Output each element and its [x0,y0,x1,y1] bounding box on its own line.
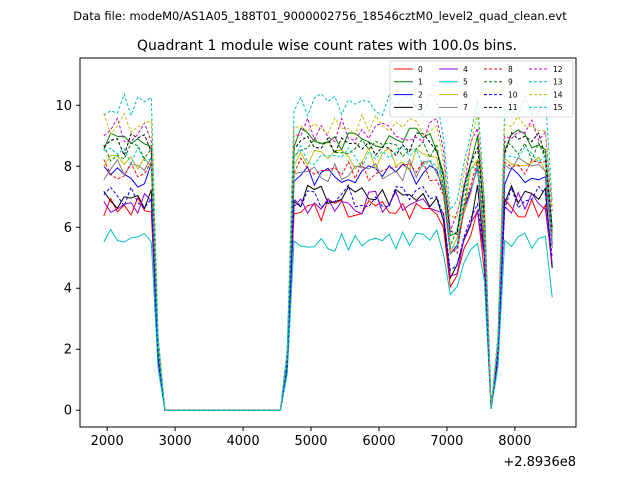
legend-label-0: 0 [418,65,423,74]
x-tick-label: 3000 [159,434,192,449]
legend-label-3: 3 [418,103,423,112]
legend-label-9: 9 [508,78,513,87]
series-line-11 [103,131,553,411]
legend-label-7: 7 [463,103,468,112]
x-tick-label: 4000 [227,434,260,449]
legend-label-6: 6 [463,90,468,99]
y-tick-label: 6 [64,221,72,236]
y-tick-label: 10 [55,99,72,114]
x-tick-label: 2000 [91,434,124,449]
legend-label-15: 15 [553,103,563,112]
legend-box [389,60,574,118]
legend-label-13: 13 [553,78,563,87]
legend-label-4: 4 [463,65,468,74]
legend-label-8: 8 [508,65,513,74]
legend-label-14: 14 [553,90,563,99]
legend-label-2: 2 [418,90,423,99]
x-axis: 2000 3000 4000 5000 6000 7000 8000 [91,427,531,449]
series-line-10 [103,184,553,411]
x-tick-label: 7000 [430,434,463,449]
series-line-15 [103,144,553,411]
series-group [103,92,553,411]
legend-label-5: 5 [463,78,468,87]
chart-title: Quadrant 1 module wise count rates with … [137,38,517,54]
y-tick-label: 0 [64,404,72,419]
y-tick-label: 4 [64,282,72,297]
x-tick-label: 5000 [294,434,327,449]
plot-frame [79,57,577,428]
x-tick-label: 8000 [498,434,531,449]
y-tick-label: 8 [64,160,72,175]
legend-label-10: 10 [508,90,518,99]
chart-suptitle: Data file: modeM0/AS1A05_188T01_90000027… [73,9,567,23]
x-tick-label: 6000 [362,434,395,449]
legend-label-11: 11 [508,103,518,112]
y-axis: 0 2 4 6 8 10 [55,99,80,419]
legend-label-1: 1 [418,78,423,87]
y-tick-label: 2 [64,343,72,358]
x-offset-label: +2.8936e8 [503,455,576,470]
legend-label-12: 12 [553,65,563,74]
